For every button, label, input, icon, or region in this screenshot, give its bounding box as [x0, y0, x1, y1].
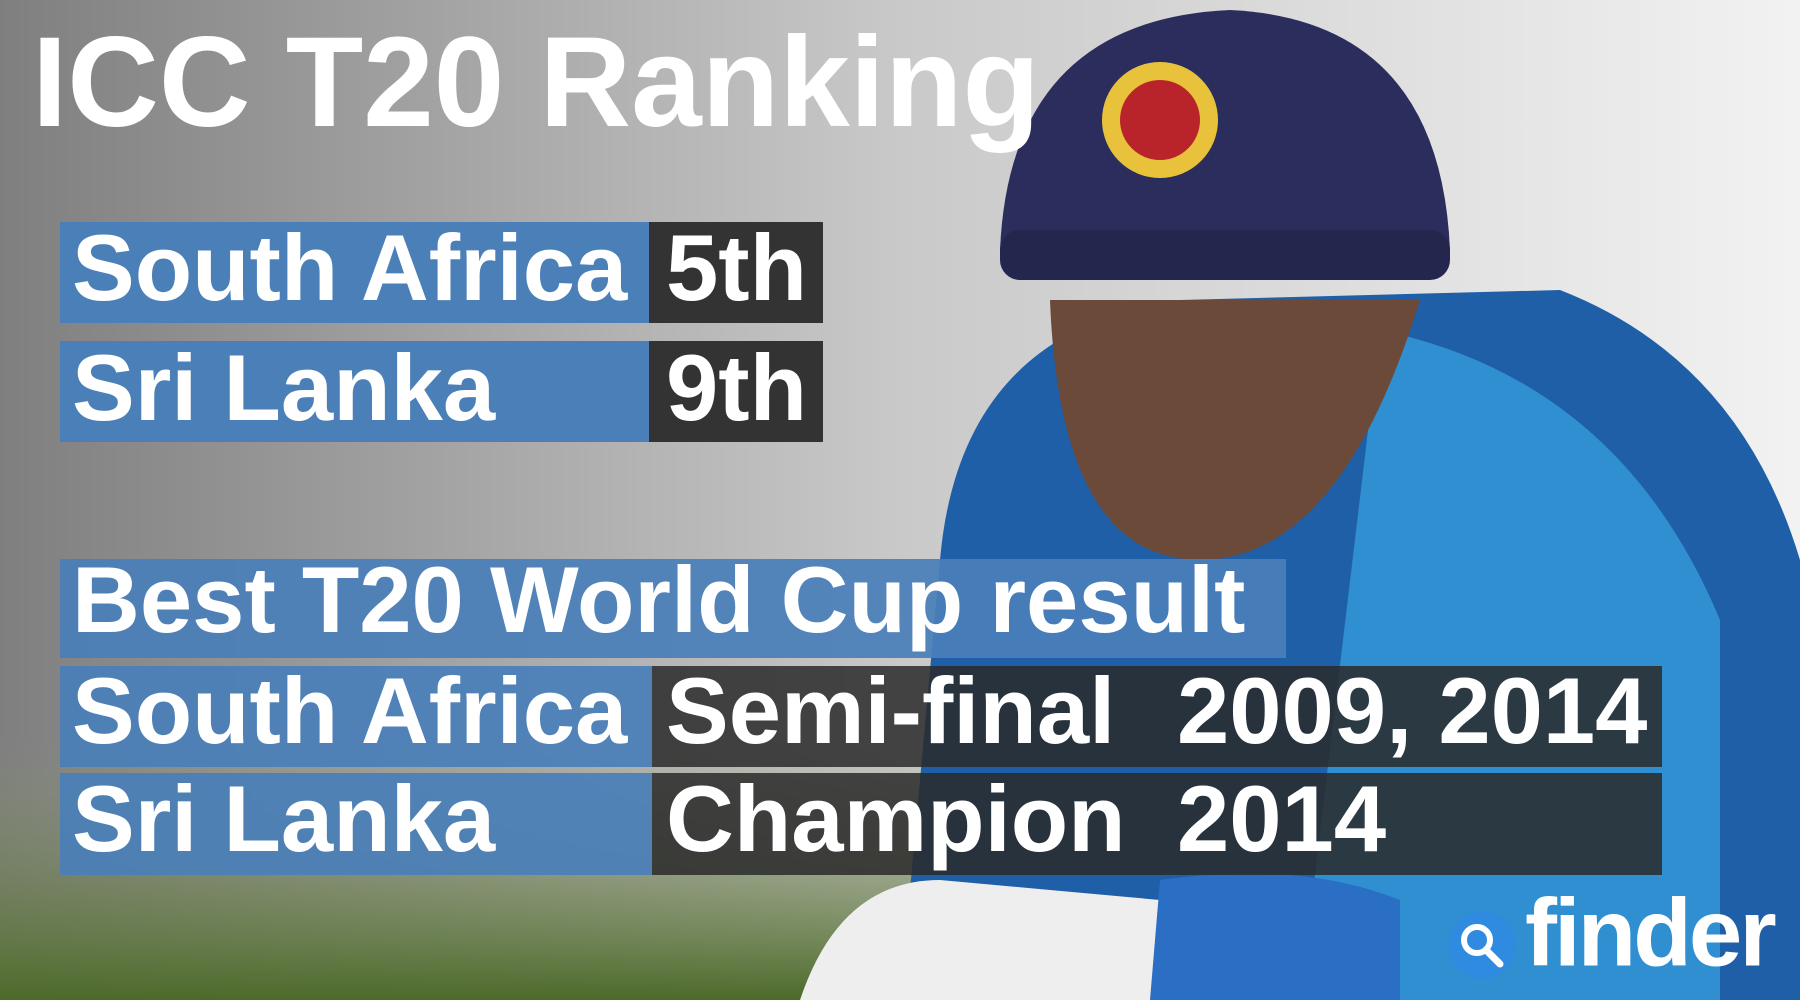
- result: Champion: [666, 766, 1126, 871]
- years: 2014: [1177, 766, 1386, 871]
- rank-cell: [649, 222, 823, 323]
- result-cell: [652, 666, 1662, 767]
- rank: 5th: [666, 215, 807, 320]
- team-cell: [60, 666, 652, 767]
- logo-handle: [1482, 946, 1504, 968]
- title: ICC T20 Ranking: [32, 11, 1040, 154]
- result-cell: [652, 773, 1662, 875]
- team-name: South Africa: [72, 215, 628, 320]
- team-name: Sri Lanka: [72, 335, 496, 440]
- team-cell: [60, 341, 649, 442]
- team-name: South Africa: [72, 658, 628, 763]
- table-heading: Best T20 World Cup result: [72, 547, 1245, 652]
- team-name: Sri Lanka: [72, 766, 496, 871]
- team-cell: [60, 773, 652, 875]
- heading-cell: [60, 559, 1286, 658]
- logo-icon: [1448, 911, 1516, 979]
- logo: finder: [1448, 879, 1778, 986]
- rank-cell: [649, 341, 823, 442]
- team-cell: [60, 222, 649, 323]
- logo-text: finder: [1525, 879, 1775, 986]
- world-cup-table: Best T20 World Cup result South Africa S…: [60, 547, 1662, 875]
- ranking-table: South Africa 5th Sri Lanka 9th: [60, 215, 823, 442]
- rank: 9th: [666, 335, 807, 440]
- result: Semi-final: [666, 658, 1115, 763]
- logo-lens: [1461, 924, 1493, 956]
- years: 2009, 2014: [1177, 658, 1647, 763]
